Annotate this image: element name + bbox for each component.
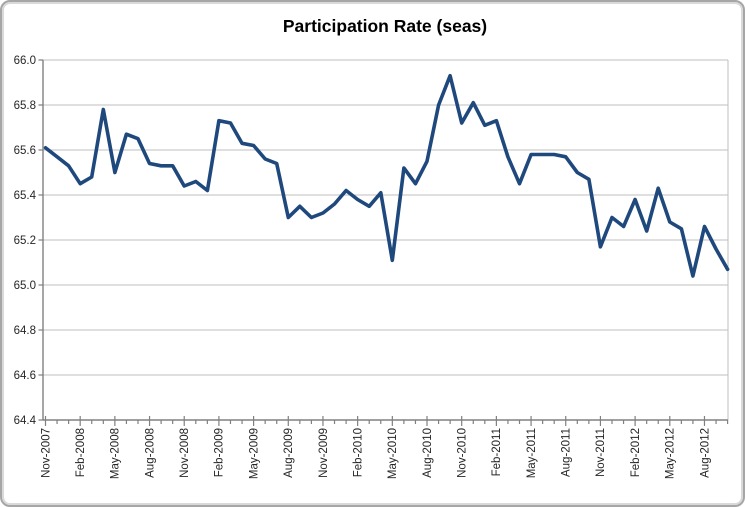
x-tick-label: Aug-2011 [561,428,573,477]
x-tick-label: May-2010 [387,428,399,479]
x-tick-label: Feb-2012 [630,428,642,477]
y-tick-label: 65.4 [14,190,37,202]
x-tick-label: Aug-2010 [422,428,434,478]
x-tick-label: Feb-2008 [75,428,87,477]
y-tick-label: 64.4 [14,415,37,427]
x-tick-labels: Nov-2007 Feb-2008 May-2008 Aug-2008 Nov-2008… [40,428,711,479]
x-tick-label: Feb-2009 [214,428,226,477]
y-tick-label: 64.8 [14,325,36,337]
x-tick-label: Aug-2012 [699,428,711,478]
chart-title: Participation Rate (seas) [283,16,487,36]
x-tick-label: May-2008 [110,428,122,479]
y-tick-label: 65.8 [14,100,36,112]
series-line [43,73,730,278]
y-tick-label: 65.0 [14,280,36,292]
x-tick-label: Nov-2008 [179,428,191,478]
y-tick-labels: 64.4 64.6 64.8 65.0 65.2 65.4 65.6 65.8 66.0 [14,55,37,427]
x-tick-label: Feb-2011 [491,428,503,476]
x-tick-label: Nov-2010 [456,428,468,478]
y-tick-label: 66.0 [14,55,36,67]
y-tick-label: 64.6 [14,370,36,382]
y-axis [38,59,44,421]
x-axis [43,416,729,426]
x-tick-label: Nov-2007 [40,428,52,478]
x-tick-label: Nov-2011 [595,428,607,477]
x-tick-label: May-2011 [526,428,538,478]
x-tick-label: May-2009 [248,428,260,479]
y-tick-label: 65.6 [14,145,36,157]
x-tick-label: Aug-2009 [283,428,295,478]
x-tick-label: May-2012 [665,428,677,479]
x-tick-label: Aug-2008 [144,428,156,478]
participation-rate-series [43,73,730,278]
x-tick-label: Nov-2009 [318,428,330,478]
x-tick-label: Feb-2010 [352,428,364,477]
y-tick-label: 65.2 [14,235,36,247]
y-gridlines [43,59,729,420]
